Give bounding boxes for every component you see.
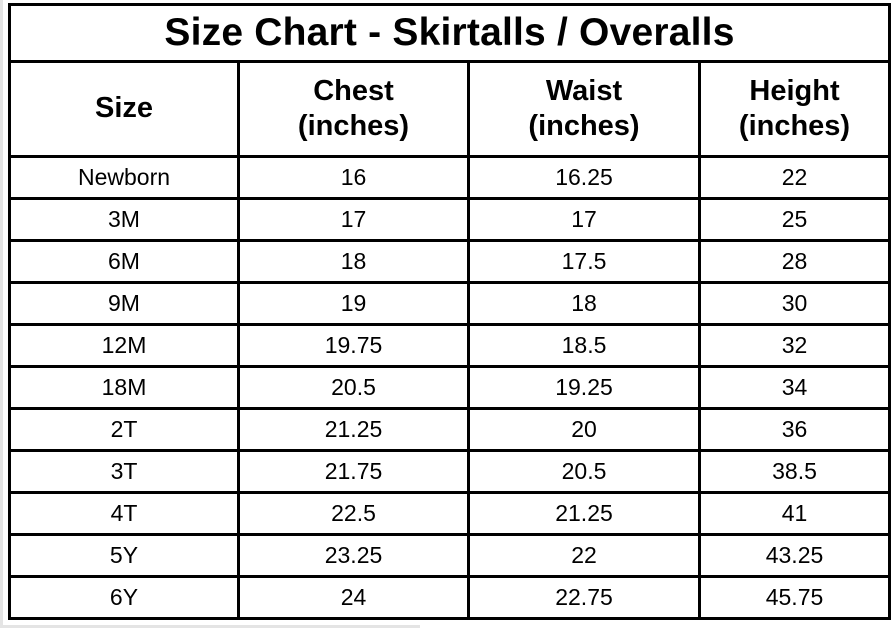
value-cell: 20.5 xyxy=(237,365,470,410)
size-cell: 6M xyxy=(8,239,240,284)
column-header-sublabel: (inches) xyxy=(297,110,410,142)
size-cell: 6Y xyxy=(8,575,240,620)
value-cell: 19 xyxy=(237,281,470,326)
value-cell: 34 xyxy=(698,365,891,410)
size-cell: 3M xyxy=(8,197,240,242)
value-cell: 18 xyxy=(237,239,470,284)
size-cell: 3T xyxy=(8,449,240,494)
value-cell: 23.25 xyxy=(237,533,470,578)
title-row: Size Chart - Skirtalls / Overalls xyxy=(8,3,891,63)
column-header-waist: Waist (inches) xyxy=(467,60,701,158)
value-cell: 22.75 xyxy=(467,575,701,620)
table-row: 12M 19.75 18.5 32 xyxy=(8,323,891,368)
value-cell: 17 xyxy=(237,197,470,242)
table-row: 6M 18 17.5 28 xyxy=(8,239,891,284)
value-cell: 19.25 xyxy=(467,365,701,410)
table-row: 18M 20.5 19.25 34 xyxy=(8,365,891,410)
value-cell: 20.5 xyxy=(467,449,701,494)
value-cell: 38.5 xyxy=(698,449,891,494)
column-header-label: Chest xyxy=(313,74,394,107)
size-cell: 5Y xyxy=(8,533,240,578)
value-cell: 45.75 xyxy=(698,575,891,620)
table-row: 6Y 24 22.75 45.75 xyxy=(8,575,891,620)
value-cell: 21.25 xyxy=(237,407,470,452)
table-row: Newborn 16 16.25 22 xyxy=(8,155,891,200)
column-header-row: Size Chest (inches) Waist (inches) Height (inc… xyxy=(8,60,891,158)
value-cell: 36 xyxy=(698,407,891,452)
value-cell: 32 xyxy=(698,323,891,368)
value-cell: 25 xyxy=(698,197,891,242)
size-cell: 4T xyxy=(8,491,240,536)
size-chart-table: Size Chart - Skirtalls / Overalls Size Ch… xyxy=(8,3,891,620)
value-cell: 18 xyxy=(467,281,701,326)
value-cell: 16.25 xyxy=(467,155,701,200)
value-cell: 41 xyxy=(698,491,891,536)
size-cell: 18M xyxy=(8,365,240,410)
size-cell: 2T xyxy=(8,407,240,452)
value-cell: 18.5 xyxy=(467,323,701,368)
screenshot-left-edge xyxy=(0,0,3,628)
value-cell: 17.5 xyxy=(467,239,701,284)
value-cell: 22 xyxy=(467,533,701,578)
column-header-label: Size xyxy=(94,92,154,125)
value-cell: 30 xyxy=(698,281,891,326)
size-cell: Newborn xyxy=(8,155,240,200)
table-row: 3T 21.75 20.5 38.5 xyxy=(8,449,891,494)
table-row: 2T 21.25 20 36 xyxy=(8,407,891,452)
value-cell: 22 xyxy=(698,155,891,200)
value-cell: 22.5 xyxy=(237,491,470,536)
table-row: 9M 19 18 30 xyxy=(8,281,891,326)
column-header-height: Height (inches) xyxy=(698,60,891,158)
value-cell: 24 xyxy=(237,575,470,620)
table-row: 5Y 23.25 22 43.25 xyxy=(8,533,891,578)
column-header-sublabel: (inches) xyxy=(528,110,640,142)
value-cell: 28 xyxy=(698,239,891,284)
table-row: 3M 17 17 25 xyxy=(8,197,891,242)
column-header-label: Height xyxy=(749,74,840,107)
value-cell: 19.75 xyxy=(237,323,470,368)
column-header-chest: Chest (inches) xyxy=(237,60,470,158)
column-header-size: Size xyxy=(8,60,240,158)
value-cell: 17 xyxy=(467,197,701,242)
table-row: 4T 22.5 21.25 41 xyxy=(8,491,891,536)
column-header-label: Waist xyxy=(545,74,623,107)
screenshot-bottom-edge xyxy=(0,625,420,628)
value-cell: 20 xyxy=(467,407,701,452)
page-title: Size Chart - Skirtalls / Overalls xyxy=(8,3,891,63)
size-cell: 12M xyxy=(8,323,240,368)
value-cell: 43.25 xyxy=(698,533,891,578)
value-cell: 21.25 xyxy=(467,491,701,536)
value-cell: 21.75 xyxy=(237,449,470,494)
column-header-sublabel: (inches) xyxy=(738,110,851,142)
value-cell: 16 xyxy=(237,155,470,200)
size-cell: 9M xyxy=(8,281,240,326)
